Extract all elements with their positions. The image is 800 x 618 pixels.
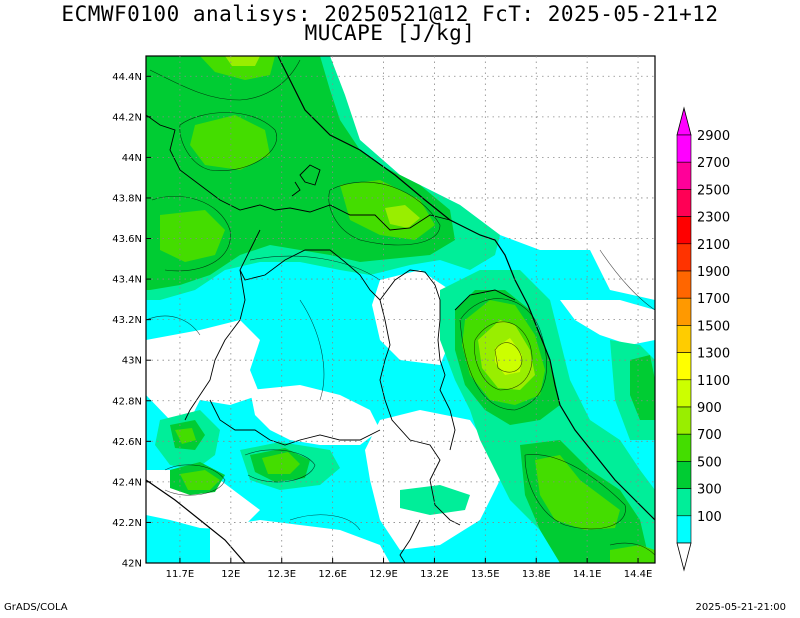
- coastline: [277, 56, 655, 521]
- colorbar-swatch: [676, 379, 692, 408]
- lon-tick-label: 13.2E: [420, 569, 449, 580]
- colorbar-swatch: [676, 243, 692, 272]
- colorbar-label: 1100: [697, 374, 730, 389]
- map-title-line2: MUCAPE [J/kg]: [304, 21, 476, 45]
- colorbar-label: 500: [697, 455, 722, 470]
- colorbar-swatch: [676, 134, 692, 163]
- colorbar-swatch: [676, 461, 692, 489]
- lon-tick-label: 13.5E: [471, 569, 500, 580]
- lat-tick-label: 43.8N: [112, 193, 142, 204]
- colorbar-swatch: [676, 488, 692, 517]
- lon-tick-label: 13.8E: [522, 569, 551, 580]
- level-700-bottom-right: [610, 545, 655, 563]
- colorbar-label: 700: [697, 428, 722, 443]
- colorbar-label: 900: [697, 401, 722, 416]
- colorbar-swatch: [676, 406, 692, 435]
- colorbar-label: 2700: [697, 156, 730, 171]
- cape-field: [146, 56, 655, 563]
- colorbar-swatch: [676, 189, 692, 217]
- level-700-s: [262, 452, 300, 474]
- footer-right-timestamp: 2025-05-21-21:00: [695, 602, 786, 613]
- lon-tick-label: 12.6E: [318, 569, 347, 580]
- level-900-coast: [385, 205, 420, 228]
- level-700-w-small: [175, 428, 196, 444]
- lon-tick-label: 14.4E: [624, 569, 653, 580]
- lon-tick-label: 12.3E: [267, 569, 296, 580]
- white-area-east-coast: [560, 300, 655, 345]
- colorbar-bottom-arrow: [676, 542, 692, 572]
- level-700-se: [535, 455, 620, 530]
- white-area-bottom: [210, 520, 390, 563]
- colorbar-label: 1300: [697, 347, 730, 362]
- lat-tick-label: 43.6N: [112, 234, 142, 245]
- colorbar-swatch: [676, 297, 692, 326]
- colorbar-label: 1500: [697, 319, 730, 334]
- colorbar-label: 300: [697, 483, 722, 498]
- lon-tick-label: 12E: [221, 569, 240, 580]
- colorbar-label: 2500: [697, 183, 730, 198]
- colorbar-swatch: [676, 270, 692, 299]
- lon-tick-label: 11.7E: [166, 569, 195, 580]
- level-700-north-west: [190, 115, 270, 170]
- colorbar-swatch: [676, 325, 692, 353]
- colorbar-top-arrow: [676, 106, 692, 136]
- axis-ticks: 44.4N 44.2N 44N 43.8N 43.6N 43.4N 43.2N 43N 42.8…: [112, 72, 652, 580]
- colorbar-swatch: [676, 352, 692, 381]
- map-frame: [145, 55, 656, 564]
- lat-tick-label: 44.2N: [112, 112, 142, 123]
- colorbar-label: 2300: [697, 211, 730, 226]
- lat-tick-label: 43.4N: [112, 275, 142, 286]
- lat-tick-label: 42.8N: [112, 396, 142, 407]
- level-1100-east-max: [495, 338, 522, 375]
- colorbar-label: 1700: [697, 292, 730, 307]
- white-area-west: [146, 320, 260, 420]
- lat-lon-grid: [146, 56, 655, 563]
- colorbar-legend: 2900 2700 2500 2300 2100 1900 1700 1500 1300 1100…: [676, 106, 730, 572]
- white-area-south: [365, 410, 500, 550]
- map-title-line1: ECMWF0100 analisys: 20250521@12 FcT: 202…: [61, 2, 719, 26]
- region-borders: [146, 114, 516, 563]
- colorbar-swatch: [676, 433, 692, 462]
- colorbar-swatch: [676, 216, 692, 245]
- colorbar-label: 100: [697, 510, 722, 525]
- lat-tick-label: 42.2N: [112, 518, 142, 529]
- lat-tick-label: 44.4N: [112, 72, 142, 83]
- lat-tick-label: 44N: [122, 153, 142, 164]
- footer-left-credit: GrADS/COLA: [4, 602, 68, 613]
- colorbar-swatch: [676, 161, 692, 190]
- coastline-southwest: [146, 479, 246, 563]
- lat-tick-label: 43.2N: [112, 315, 142, 326]
- level-300-small-se: [400, 485, 470, 515]
- lat-tick-label: 42.6N: [112, 437, 142, 448]
- lon-tick-label: 14.1E: [573, 569, 602, 580]
- level-500-east-edge: [630, 355, 655, 420]
- lat-tick-label: 42.4N: [112, 477, 142, 488]
- level-700-west: [160, 210, 225, 262]
- white-area-midsouth: [250, 385, 380, 445]
- level-700-sw: [180, 470, 220, 490]
- lat-tick-label: 43N: [122, 356, 142, 367]
- colorbar-label: 1900: [697, 265, 730, 280]
- colorbar-swatch: [676, 515, 692, 544]
- lat-tick-label: 42N: [122, 559, 142, 570]
- colorbar-label: 2100: [697, 238, 730, 253]
- lon-tick-label: 12.9E: [369, 569, 398, 580]
- colorbar-label: 2900: [697, 129, 730, 144]
- level-900-north-top: [225, 56, 260, 66]
